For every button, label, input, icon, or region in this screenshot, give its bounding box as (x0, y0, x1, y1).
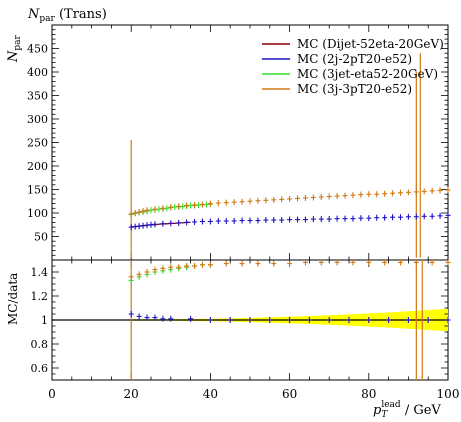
plot-title: Npar (Trans) (27, 7, 107, 24)
upper-y-tick-label: 450 (27, 43, 48, 56)
lower-y-tick-label: 0.8 (31, 338, 49, 351)
legend-label: MC (3j-3pT20-e52) (297, 82, 412, 96)
lower-y-tick-label: 0.6 (31, 362, 49, 375)
lower-y-tick-label: 1 (41, 314, 48, 327)
upper-y-tick-label: 200 (27, 160, 48, 173)
upper-y-tick-label: 250 (27, 137, 48, 150)
upper-series (128, 53, 451, 258)
x-tick-label: 100 (437, 387, 460, 401)
lower-ticks: 0.6 0.8 1 1.2 1.4 (31, 260, 449, 380)
x-tick-labels: 0 20 40 60 80 100 (48, 387, 459, 401)
upper-y-tick-label: 100 (27, 207, 48, 220)
legend: MC (Dijet-52eta-20GeV)MC (2j-2pT20-e52)M… (262, 37, 444, 96)
lower-y-tick-label: 1.2 (31, 290, 49, 303)
upper-panel: 50 100 150 200 250 300 350 400 450 MC (Dijet-52e… (27, 24, 451, 261)
x-tick-label: 40 (203, 387, 218, 401)
upper-y-tick-label: 300 (27, 113, 48, 126)
x-tick-label: 0 (48, 387, 56, 401)
upper-y-axis-label: Npar (6, 34, 23, 63)
x-tick-label: 20 (124, 387, 139, 401)
upper-ticks: 50 100 150 200 250 300 350 400 450 (27, 25, 449, 260)
lower-y-tick-label: 1.4 (31, 266, 49, 279)
upper-y-tick-label: 350 (27, 90, 48, 103)
lower-series (128, 260, 451, 380)
upper-y-tick-label: 400 (27, 66, 48, 79)
upper-y-tick-label: 150 (27, 184, 48, 197)
lower-panel: 0.6 0.8 1 1.2 1.4 (31, 259, 451, 381)
legend-label: MC (3jet-eta52-20GeV) (297, 67, 438, 81)
upper-y-tick-label: 50 (34, 231, 48, 244)
legend-label: MC (2j-2pT20-e52) (297, 52, 412, 66)
x-tick-label: 80 (361, 387, 376, 401)
lower-y-axis-label: MC/data (6, 273, 20, 325)
x-tick-label: 60 (282, 387, 297, 401)
x-axis-label: pTlead / GeV (373, 400, 441, 420)
legend-label: MC (Dijet-52eta-20GeV) (297, 37, 444, 51)
